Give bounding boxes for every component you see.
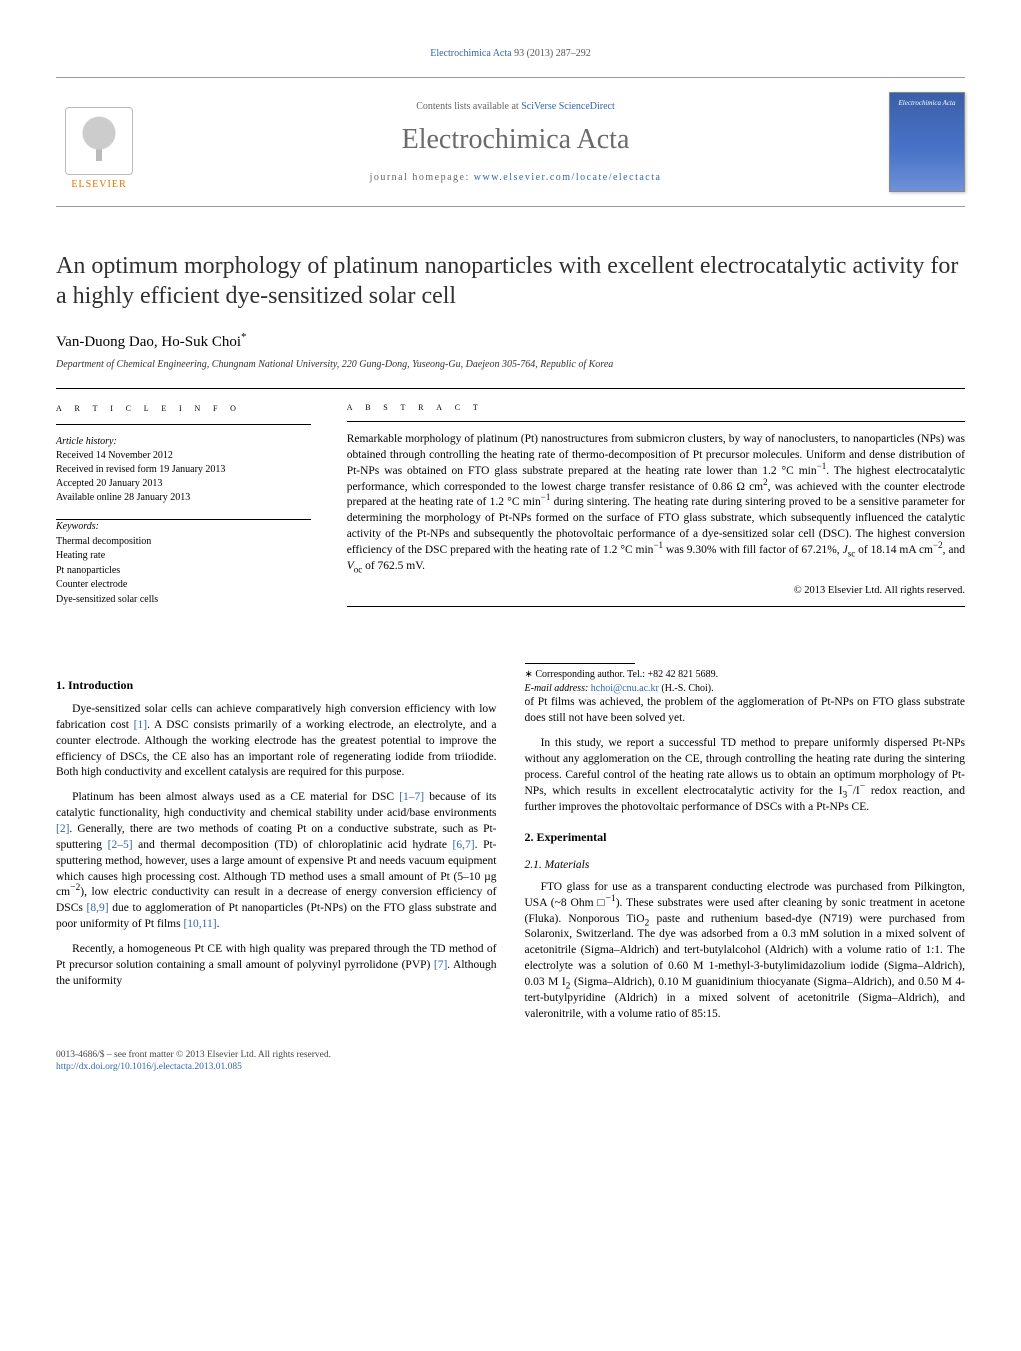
keyword: Thermal decomposition — [56, 535, 311, 550]
contents-prefix: Contents lists available at — [416, 101, 521, 112]
article-info-heading: a r t i c l e i n f o — [56, 401, 311, 425]
corresponding-footnote: ∗ Corresponding author. Tel.: +82 42 821… — [525, 663, 966, 695]
footnote-label: E-mail address: — [525, 683, 591, 694]
footer-issn-line: 0013-4686/$ – see front matter © 2013 El… — [56, 1049, 965, 1062]
page-footer: 0013-4686/$ – see front matter © 2013 El… — [56, 1049, 965, 1075]
journal-cover-thumb[interactable]: Electrochimica Acta — [889, 92, 965, 192]
body-paragraph: Platinum has been almost always used as … — [56, 790, 497, 933]
article-title: An optimum morphology of platinum nanopa… — [56, 251, 965, 311]
homepage-prefix: journal homepage: — [370, 172, 474, 183]
banner-center: Contents lists available at SciVerse Sci… — [156, 101, 875, 183]
sciencedirect-link[interactable]: SciVerse ScienceDirect — [521, 101, 615, 112]
elsevier-word: ELSEVIER — [71, 179, 126, 190]
cover-label: Electrochimica Acta — [890, 99, 964, 107]
article-history-block: Article history: Received 14 November 20… — [56, 435, 311, 505]
body-paragraph: Dye-sensitized solar cells can achieve c… — [56, 702, 497, 781]
running-head: Electrochimica Acta 93 (2013) 287–292 — [56, 48, 965, 59]
footnote-line-2: E-mail address: hchoi@cnu.ac.kr (H.-S. C… — [525, 682, 966, 696]
history-line: Received in revised form 19 January 2013 — [56, 463, 311, 477]
keywords-title: Keywords: — [56, 520, 311, 535]
keyword: Heating rate — [56, 549, 311, 564]
abstract-text: Remarkable morphology of platinum (Pt) n… — [347, 432, 965, 575]
keywords-block: Keywords: Thermal decomposition Heating … — [56, 520, 311, 607]
affiliation: Department of Chemical Engineering, Chun… — [56, 359, 965, 370]
keyword: Counter electrode — [56, 578, 311, 593]
corresponding-mark: * — [241, 331, 247, 343]
footnote-tail: (H.-S. Choi). — [659, 683, 714, 694]
article-history-title: Article history: — [56, 435, 311, 449]
experimental-heading: 2. Experimental — [525, 829, 966, 846]
abstract-copyright: © 2013 Elsevier Ltd. All rights reserved… — [347, 585, 965, 596]
body-paragraph: FTO glass for use as a transparent condu… — [525, 880, 966, 1023]
page: Electrochimica Acta 93 (2013) 287–292 EL… — [0, 0, 1021, 1122]
abstract-heading: a b s t r a c t — [347, 401, 965, 422]
authors: Van-Duong Dao, Ho-Suk Choi* — [56, 331, 965, 351]
header-banner: ELSEVIER Contents lists available at Sci… — [56, 77, 965, 207]
history-line: Received 14 November 2012 — [56, 449, 311, 463]
footnote-email-link[interactable]: hchoi@cnu.ac.kr — [591, 683, 659, 694]
contents-line: Contents lists available at SciVerse Sci… — [156, 101, 875, 112]
article-info-column: a r t i c l e i n f o Article history: R… — [56, 389, 329, 633]
body-columns: 1. Introduction Dye-sensitized solar cel… — [56, 663, 965, 1022]
footer-doi-link[interactable]: http://dx.doi.org/10.1016/j.electacta.20… — [56, 1062, 242, 1072]
elsevier-tree-icon — [65, 107, 133, 175]
abstract-bottom-rule — [347, 606, 965, 607]
body-paragraph: In this study, we report a successful TD… — [525, 736, 966, 815]
footnote-rule — [525, 663, 635, 664]
body-paragraph: Recently, a homogeneous Pt CE with high … — [56, 942, 497, 990]
info-abstract-row: a r t i c l e i n f o Article history: R… — [56, 388, 965, 633]
abstract-column: a b s t r a c t Remarkable morphology of… — [329, 389, 965, 633]
journal-title: Electrochimica Acta — [156, 124, 875, 156]
authors-text: Van-Duong Dao, Ho-Suk Choi — [56, 334, 241, 350]
intro-heading: 1. Introduction — [56, 677, 497, 694]
elsevier-logo[interactable]: ELSEVIER — [56, 94, 142, 190]
history-line: Accepted 20 January 2013 — [56, 477, 311, 491]
homepage-line: journal homepage: www.elsevier.com/locat… — [156, 172, 875, 183]
body-paragraph: of Pt films was achieved, the problem of… — [525, 695, 966, 727]
materials-heading: 2.1. Materials — [525, 858, 966, 874]
running-head-rest: 93 (2013) 287–292 — [512, 48, 591, 59]
footnote-line-1: ∗ Corresponding author. Tel.: +82 42 821… — [525, 668, 966, 682]
keyword: Pt nanoparticles — [56, 564, 311, 579]
keyword: Dye-sensitized solar cells — [56, 593, 311, 608]
homepage-link[interactable]: www.elsevier.com/locate/electacta — [474, 172, 662, 183]
history-line: Available online 28 January 2013 — [56, 491, 311, 505]
running-head-journal[interactable]: Electrochimica Acta — [430, 48, 511, 59]
